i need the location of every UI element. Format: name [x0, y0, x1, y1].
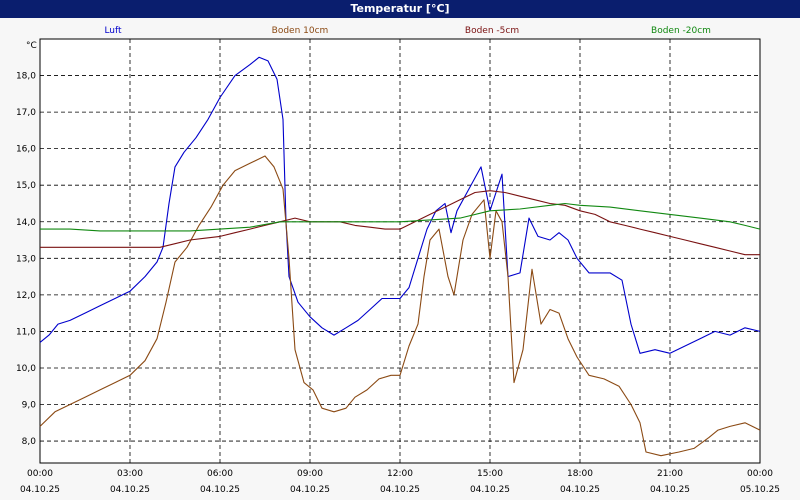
x-tick-time: 00:00: [747, 469, 773, 479]
y-tick-label: 11,0: [16, 327, 36, 337]
series-line-0: [39, 56, 761, 354]
y-tick-label: 10,0: [16, 364, 36, 374]
y-tick-label: 9,0: [22, 401, 37, 411]
x-tick-date: 04.10.25: [110, 485, 150, 495]
x-tick-time: 06:00: [207, 469, 233, 479]
legend: Luft Boden 10cm Boden -5cm Boden -20cm: [104, 26, 711, 36]
legend-entry-3: Boden -20cm: [651, 26, 711, 36]
x-tick-time: 03:00: [117, 469, 143, 479]
x-tick-time: 12:00: [387, 469, 413, 479]
x-tick-date: 04.10.25: [470, 485, 510, 495]
y-tick-label: 13,0: [16, 254, 36, 264]
y-tick-label: 15,0: [16, 181, 36, 191]
window-title-bar: Temperatur [°C]: [0, 0, 800, 18]
y-axis-unit-label: °C: [26, 41, 37, 51]
legend-entry-0: Luft: [104, 26, 122, 36]
y-tick-label: 17,0: [16, 108, 36, 118]
x-tick-date: 04.10.25: [380, 485, 420, 495]
x-tick-time: 21:00: [657, 469, 683, 479]
legend-entry-2: Boden -5cm: [465, 26, 519, 36]
x-tick-date: 05.10.25: [740, 485, 780, 495]
series-line-3: [40, 202, 761, 232]
series-line-1: [39, 155, 761, 457]
x-axis-ticks: 00:00 04.10.25 03:00 04.10.25 06:00 04.10.25 0…: [20, 469, 780, 495]
grid-lines: [40, 39, 760, 463]
x-tick-date: 04.10.25: [560, 485, 600, 495]
x-tick-time: 15:00: [477, 469, 503, 479]
y-tick-label: 8,0: [22, 437, 37, 447]
x-tick-date: 04.10.25: [650, 485, 690, 495]
x-tick-date: 04.10.25: [20, 485, 60, 495]
y-tick-label: 12,0: [16, 291, 36, 301]
legend-entry-1: Boden 10cm: [272, 26, 329, 36]
x-tick-date: 04.10.25: [200, 485, 240, 495]
series-line-2: [40, 190, 760, 256]
x-tick-time: 09:00: [297, 469, 323, 479]
y-axis-ticks: 8,0 9,0 10,0 11,0 12,0 13,0 14,0 15,0 16,0 17,0 18…: [16, 72, 36, 448]
y-tick-label: 18,0: [16, 72, 36, 82]
y-tick-label: 16,0: [16, 145, 36, 155]
y-tick-label: 14,0: [16, 218, 36, 228]
series-lines: [39, 56, 761, 457]
x-tick-time: 18:00: [567, 469, 593, 479]
x-tick-time: 00:00: [27, 469, 53, 479]
x-tick-date: 04.10.25: [290, 485, 330, 495]
